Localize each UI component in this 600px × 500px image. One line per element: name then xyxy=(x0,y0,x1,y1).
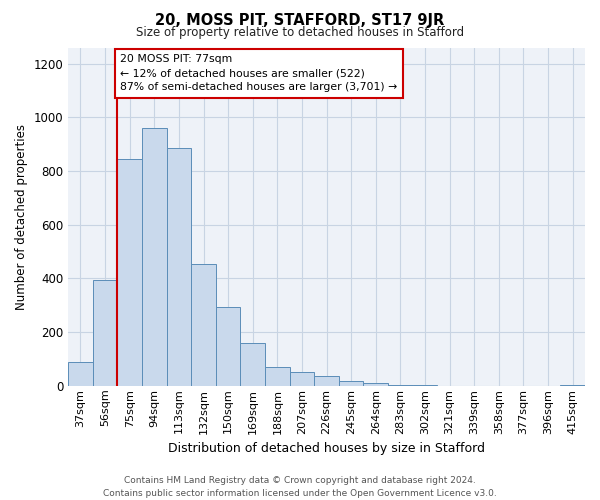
Bar xyxy=(216,306,241,386)
Text: 20 MOSS PIT: 77sqm
← 12% of detached houses are smaller (522)
87% of semi-detach: 20 MOSS PIT: 77sqm ← 12% of detached hou… xyxy=(121,54,398,92)
Bar xyxy=(339,381,364,386)
Bar xyxy=(241,343,265,386)
Bar xyxy=(68,362,93,386)
Bar xyxy=(290,372,314,386)
Bar xyxy=(191,264,216,386)
Y-axis label: Number of detached properties: Number of detached properties xyxy=(15,124,28,310)
Bar xyxy=(314,376,339,386)
Bar xyxy=(142,128,167,386)
Bar xyxy=(560,384,585,386)
X-axis label: Distribution of detached houses by size in Stafford: Distribution of detached houses by size … xyxy=(168,442,485,455)
Bar xyxy=(413,384,437,386)
Bar xyxy=(93,280,118,386)
Text: Contains HM Land Registry data © Crown copyright and database right 2024.
Contai: Contains HM Land Registry data © Crown c… xyxy=(103,476,497,498)
Bar xyxy=(388,384,413,386)
Bar xyxy=(364,383,388,386)
Text: 20, MOSS PIT, STAFFORD, ST17 9JR: 20, MOSS PIT, STAFFORD, ST17 9JR xyxy=(155,12,445,28)
Bar xyxy=(265,367,290,386)
Text: Size of property relative to detached houses in Stafford: Size of property relative to detached ho… xyxy=(136,26,464,39)
Bar xyxy=(118,159,142,386)
Bar xyxy=(167,148,191,386)
